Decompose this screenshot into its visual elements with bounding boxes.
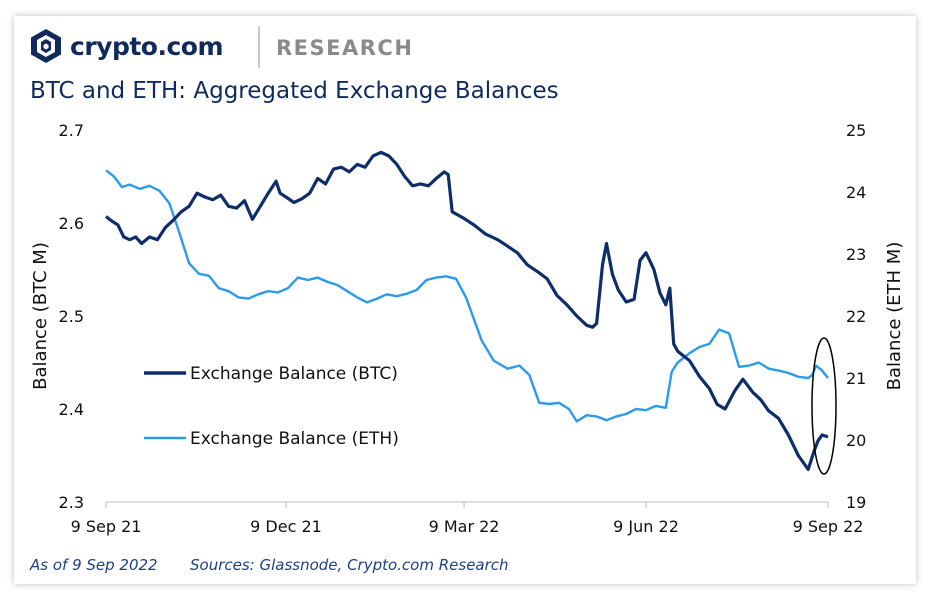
y-tick-label: 2.4 xyxy=(59,400,84,419)
sources-note: Sources: Glassnode, Crypto.com Research xyxy=(190,556,509,574)
legend-label-eth: Exchange Balance (ETH) xyxy=(190,429,399,449)
eth-series-line xyxy=(105,169,829,423)
btc-series-line xyxy=(105,150,829,471)
chart-lines xyxy=(105,150,829,471)
chart-plot: 2.7 2.6 2.5 2.4 2.3 25 24 23 22 21 20 19 9 Sep 21 9 D… xyxy=(30,121,905,536)
brand-name: crypto.com xyxy=(70,31,224,61)
x-tick-label: 9 Dec 21 xyxy=(250,517,322,536)
highlight-ellipse xyxy=(811,337,837,475)
y2-tick-label: 19 xyxy=(846,493,866,512)
crypto-com-lion-icon xyxy=(31,29,61,63)
y2-tick-label: 22 xyxy=(846,307,866,326)
y2-tick-label: 24 xyxy=(846,183,866,202)
y2-tick-label: 21 xyxy=(846,369,866,388)
y-axis-label: Balance (BTC M) xyxy=(30,242,51,390)
y-tick-label: 2.6 xyxy=(59,214,84,233)
y2-axis-label: Balance (ETH M) xyxy=(884,242,905,391)
x-tick-label: 9 Sep 21 xyxy=(71,517,142,536)
y-tick-label: 2.7 xyxy=(59,121,84,140)
chart-legend: Exchange Balance (BTC) Exchange Balance (… xyxy=(144,364,399,449)
section-label: RESEARCH xyxy=(276,36,414,60)
date-note: As of 9 Sep 2022 xyxy=(30,556,158,574)
y2-tick-label: 23 xyxy=(846,245,866,264)
header-divider xyxy=(258,26,260,68)
y-tick-label: 2.5 xyxy=(59,307,84,326)
brand-logo: crypto.com xyxy=(30,28,224,64)
x-tick-label: 9 Sep 22 xyxy=(793,517,864,536)
y2-tick-label: 20 xyxy=(846,431,866,450)
x-tick-label: 9 Jun 22 xyxy=(613,517,679,536)
x-tick-label: 9 Mar 22 xyxy=(429,517,500,536)
chart-axes: 2.7 2.6 2.5 2.4 2.3 25 24 23 22 21 20 19 9 Sep 21 9 D… xyxy=(30,121,905,536)
y2-tick-label: 25 xyxy=(846,121,866,140)
y-tick-label: 2.3 xyxy=(59,493,84,512)
legend-label-btc: Exchange Balance (BTC) xyxy=(190,364,398,384)
chart-card: crypto.com RESEARCH BTC and ETH: Aggrega… xyxy=(14,16,916,584)
chart-title: BTC and ETH: Aggregated Exchange Balance… xyxy=(30,78,559,104)
